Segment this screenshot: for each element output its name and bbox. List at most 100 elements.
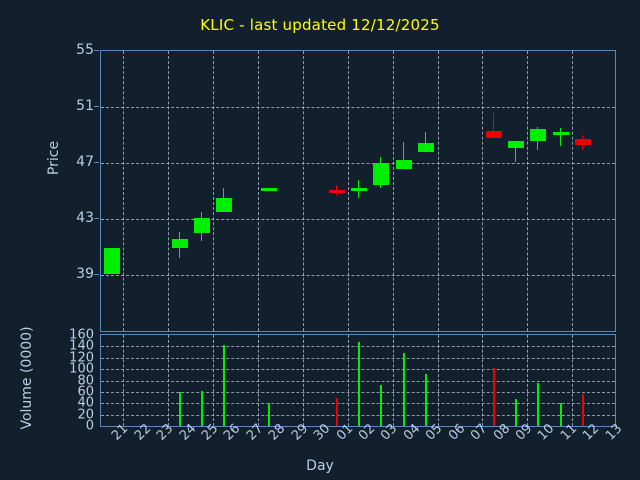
candlestick (485, 51, 502, 331)
candle-body (328, 189, 345, 193)
candle-body (552, 132, 569, 136)
volume-bar (223, 344, 226, 426)
price-tick-mark (94, 274, 99, 276)
volume-bar (537, 383, 540, 426)
volume-vgridline (123, 335, 125, 426)
volume-bar (515, 398, 518, 426)
candle-body (193, 217, 210, 233)
price-tick-mark (94, 218, 99, 220)
chart-title: KLIC - last updated 12/12/2025 (200, 16, 440, 34)
candle-wick (559, 128, 561, 147)
candlestick (530, 51, 547, 331)
candle-wick (425, 132, 427, 152)
volume-bar (582, 393, 585, 426)
candlestick (261, 51, 278, 331)
volume-vgridline (572, 335, 574, 426)
candle-wick (402, 142, 404, 169)
price-tick-mark (94, 106, 99, 108)
price-vgridline (482, 51, 484, 331)
candlestick (216, 51, 233, 331)
price-vgridline (572, 51, 574, 331)
candle-body (171, 238, 188, 249)
candle-body (104, 248, 121, 274)
volume-axis-labels: 160 140 120 100 80 60 40 20 0 (0, 0, 94, 440)
volume-tick-label: 40 (77, 395, 94, 411)
volume-bar (268, 403, 271, 426)
candlestick (328, 51, 345, 331)
candlestick (193, 51, 210, 331)
candlestick (508, 51, 525, 331)
price-plot-area (100, 50, 616, 332)
candle-body (530, 129, 547, 141)
volume-bar (492, 368, 495, 426)
volume-vgridline (213, 335, 215, 426)
price-tick-label: 47 (76, 154, 94, 170)
volume-vgridline (302, 335, 304, 426)
candlestick (351, 51, 367, 331)
volume-vgridline (392, 335, 394, 426)
volume-axis-title: Volume (0000) (19, 326, 35, 430)
price-gridline (101, 275, 615, 276)
volume-tick-label: 160 (69, 327, 94, 343)
candle-body (373, 163, 390, 186)
volume-tick-label: 20 (77, 407, 94, 423)
candlestick (373, 51, 390, 331)
candlestick (104, 51, 121, 331)
volume-tick-label: 140 (69, 338, 94, 354)
candle-body (508, 140, 525, 148)
candle-wick (492, 112, 494, 138)
price-vgridline (527, 51, 529, 331)
price-vgridline (123, 51, 125, 331)
price-axis-title: Price (46, 140, 62, 176)
volume-bar (402, 353, 405, 426)
price-vgridline (302, 51, 304, 331)
candle-body (216, 198, 233, 212)
candle-body (418, 143, 435, 152)
price-tick-label: 51 (76, 98, 94, 114)
volume-vgridline (258, 335, 260, 426)
price-tick-mark (94, 50, 99, 52)
price-axis-labels: 55 51 47 43 39 (0, 0, 99, 332)
volume-tick-label: 80 (77, 373, 94, 388)
price-tick-label: 55 (76, 42, 94, 58)
candlestick (418, 51, 435, 331)
volume-bar (559, 403, 562, 426)
day-axis-title: Day (306, 458, 334, 474)
price-tick-label: 39 (76, 266, 94, 282)
candle-body (395, 160, 412, 169)
volume-bar (358, 341, 360, 426)
volume-plot-area (100, 334, 616, 427)
candle-body (351, 188, 367, 192)
volume-tick-label: 120 (69, 350, 94, 366)
price-tick-label: 43 (76, 210, 94, 226)
candle-body (575, 139, 592, 145)
price-tick-mark (94, 162, 99, 164)
volume-bar (200, 390, 203, 426)
candle-body (485, 130, 502, 138)
price-gridline (101, 219, 615, 220)
volume-vgridline (347, 335, 349, 426)
candlestick (171, 51, 188, 331)
volume-vgridline (527, 335, 529, 426)
price-vgridline (168, 51, 170, 331)
volume-tick-label: 100 (69, 361, 94, 377)
candle-body (261, 188, 278, 192)
volume-bar (335, 397, 338, 426)
volume-bar (178, 391, 181, 426)
candle-wick (515, 140, 517, 162)
candlestick (552, 51, 569, 331)
volume-vgridline (482, 335, 484, 426)
price-vgridline (392, 51, 394, 331)
volume-vgridline (437, 335, 439, 426)
price-vgridline (347, 51, 349, 331)
price-vgridline (213, 51, 215, 331)
volume-bar (425, 373, 428, 426)
price-vgridline (258, 51, 260, 331)
candlestick (395, 51, 412, 331)
candlestick (575, 51, 592, 331)
volume-bar (380, 385, 383, 426)
volume-vgridline (168, 335, 170, 426)
price-gridline (101, 163, 615, 164)
price-vgridline (437, 51, 439, 331)
